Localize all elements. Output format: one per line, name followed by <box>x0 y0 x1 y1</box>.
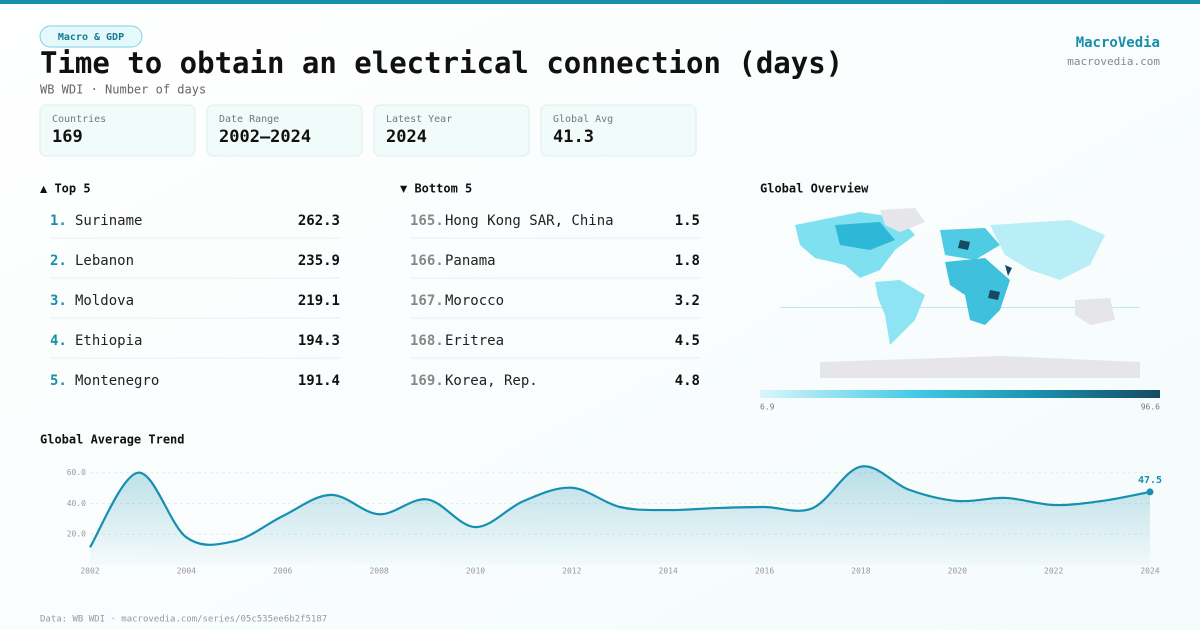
last-point <box>1146 488 1154 496</box>
top-bar <box>0 0 1200 4</box>
site: macrovedia.com <box>1067 55 1160 68</box>
stat-label: Countries <box>52 114 106 125</box>
stat-card <box>373 104 530 157</box>
value-label: 47.5 <box>1138 475 1162 486</box>
map-shape <box>875 280 925 345</box>
country-name: Suriname <box>75 213 142 229</box>
country-value: 194.3 <box>298 333 340 349</box>
map-shape <box>835 222 895 250</box>
x-tick-label: 2006 <box>273 567 292 576</box>
y-tick-label: 40.0 <box>67 499 86 508</box>
x-tick-label: 2020 <box>948 567 967 576</box>
stat-label: Latest Year <box>386 114 452 125</box>
badge <box>39 25 143 48</box>
scale-label: 96.6 <box>1141 403 1160 412</box>
country-name: Montenegro <box>75 373 159 389</box>
x-tick-label: 2018 <box>851 567 870 576</box>
section-heading: Global Overview <box>760 182 869 196</box>
rank: 168. <box>410 333 444 349</box>
equator <box>780 307 1140 308</box>
country-value: 219.1 <box>298 293 340 309</box>
x-tick-label: 2010 <box>466 567 485 576</box>
country-value: 4.5 <box>675 333 700 349</box>
map-shape <box>945 258 1010 325</box>
subtitle: WB WDI · Number of days <box>40 83 206 97</box>
country-value: 4.8 <box>675 373 700 389</box>
country-value: 1.5 <box>675 213 700 229</box>
map-shape <box>1075 298 1115 325</box>
stat-value: 169 <box>52 127 83 147</box>
x-tick-label: 2022 <box>1044 567 1063 576</box>
country-name: Eritrea <box>445 333 504 349</box>
country-value: 191.4 <box>298 373 340 389</box>
color-scale <box>760 390 1160 398</box>
section-heading: ▲ Top 5 <box>40 182 91 196</box>
rank: 1. <box>50 213 67 229</box>
rank: 5. <box>50 373 67 389</box>
country-value: 262.3 <box>298 213 340 229</box>
footer: Data: WB WDI · macrovedia.com/series/05c… <box>40 615 327 625</box>
country-name: Moldova <box>75 293 134 309</box>
x-tick-label: 2004 <box>177 567 196 576</box>
country-name: Morocco <box>445 293 504 309</box>
rank: 167. <box>410 293 444 309</box>
country-name: Korea, Rep. <box>445 373 538 389</box>
country-name: Lebanon <box>75 253 134 269</box>
x-tick-label: 2014 <box>659 567 678 576</box>
title: Time to obtain an electrical connection … <box>40 46 843 80</box>
stat-value: 41.3 <box>553 127 594 147</box>
stat-card <box>39 104 196 157</box>
country-value: 3.2 <box>675 293 700 309</box>
section-heading: ▼ Bottom 5 <box>400 182 472 196</box>
country-value: 235.9 <box>298 253 340 269</box>
stat-card <box>540 104 697 157</box>
rank: 169. <box>410 373 444 389</box>
brand: MacroVedia <box>1076 35 1160 51</box>
x-tick-label: 2024 <box>1140 567 1159 576</box>
rank: 165. <box>410 213 444 229</box>
y-tick-label: 20.0 <box>67 530 86 539</box>
rank: 166. <box>410 253 444 269</box>
country-value: 1.8 <box>675 253 700 269</box>
chart-title: Global Average Trend <box>40 433 185 447</box>
line <box>89 465 1151 548</box>
area <box>90 466 1150 565</box>
x-tick-label: 2012 <box>562 567 581 576</box>
stat-card <box>206 104 363 157</box>
badge-text: Macro & GDP <box>58 32 124 43</box>
y-tick-label: 60.0 <box>67 468 86 477</box>
rank: 3. <box>50 293 67 309</box>
map-shape <box>820 356 1140 378</box>
rank: 2. <box>50 253 67 269</box>
x-tick-label: 2016 <box>755 567 774 576</box>
stat-label: Global Avg <box>553 114 613 125</box>
country-name: Panama <box>445 253 496 269</box>
x-tick-label: 2008 <box>369 567 388 576</box>
rank: 4. <box>50 333 67 349</box>
stat-value: 2002–2024 <box>219 127 311 147</box>
x-tick-label: 2002 <box>80 567 99 576</box>
map-shape <box>990 220 1105 280</box>
stat-value: 2024 <box>386 127 427 147</box>
world-map <box>780 208 1140 378</box>
country-name: Hong Kong SAR, China <box>445 213 614 229</box>
map-shape <box>958 240 1012 300</box>
stat-label: Date Range <box>219 114 279 125</box>
scale-label: 6.9 <box>760 403 775 412</box>
map-shape <box>880 208 925 232</box>
country-name: Ethiopia <box>75 333 142 349</box>
map-shape <box>940 228 1000 260</box>
